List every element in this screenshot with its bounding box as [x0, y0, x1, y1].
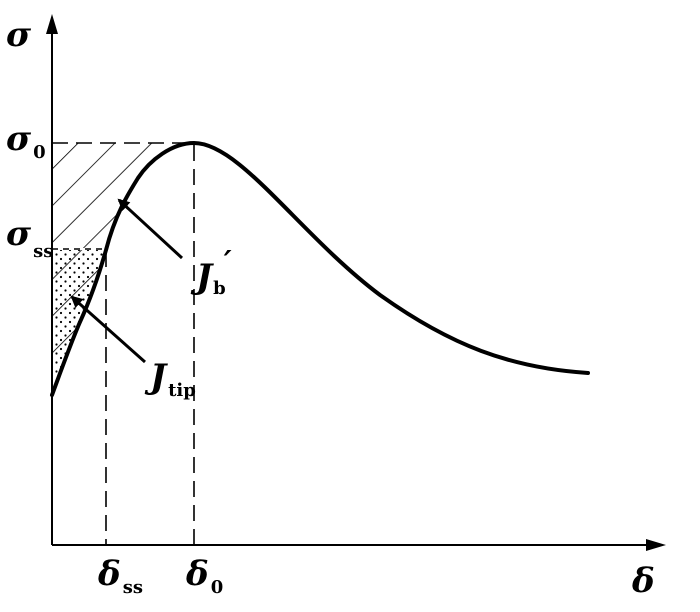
- jtip-arrow: [70, 295, 146, 364]
- jb-label: Jb′: [190, 245, 232, 299]
- x-axis-arrowhead: [646, 539, 666, 551]
- deltass-tick-label: δ ss: [97, 554, 143, 598]
- y-axis-label: σ: [6, 15, 32, 55]
- traction-curve: [50, 140, 590, 397]
- jb-arrow: [117, 198, 184, 260]
- sigmass-tick-label: σ ss: [6, 214, 53, 262]
- jb-hatched-region: [52, 143, 192, 248]
- x-axis-label: δ: [631, 561, 655, 601]
- y-axis-arrowhead: [46, 14, 58, 34]
